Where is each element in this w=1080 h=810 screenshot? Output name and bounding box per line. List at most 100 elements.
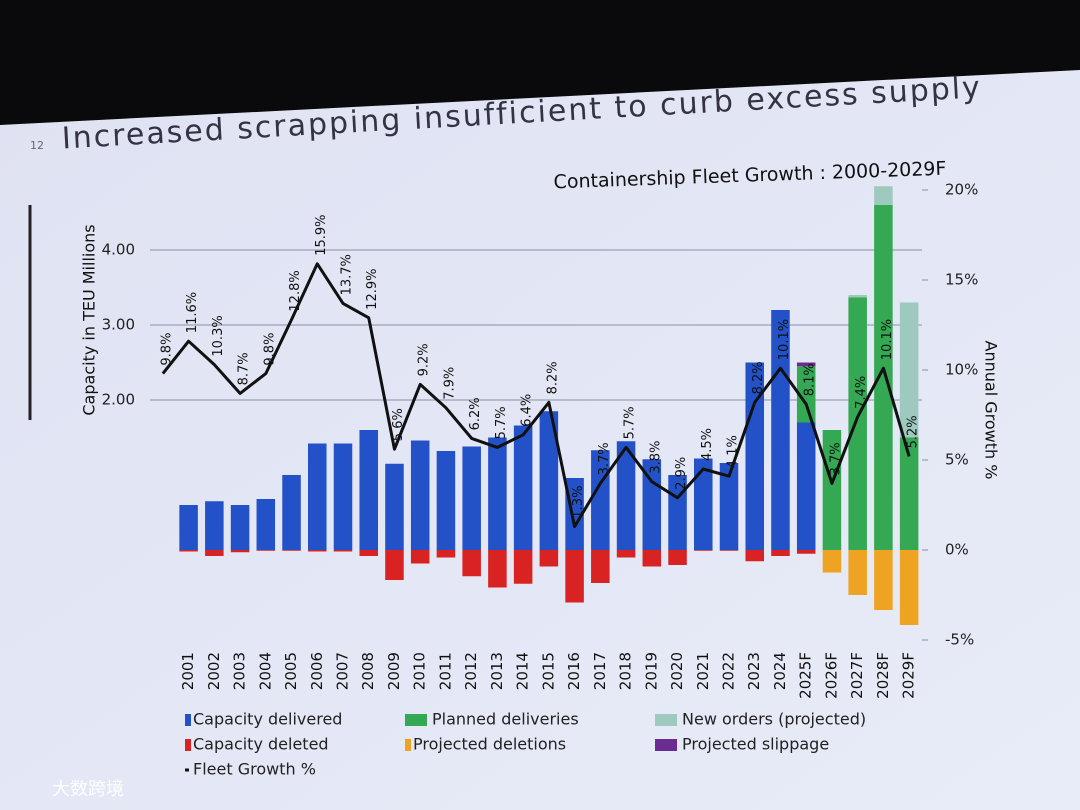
- data-label: 3.7%: [597, 442, 612, 475]
- slide-number: 12: [30, 139, 44, 152]
- x-tick-label: 2009: [385, 652, 403, 690]
- bar: [205, 550, 224, 556]
- bar: [513, 425, 533, 550]
- data-label: 6.4%: [520, 394, 535, 427]
- legend-label: Planned deliveries: [432, 710, 579, 729]
- y2-axis-label: Annual Growth %: [982, 341, 1001, 480]
- data-label: 4.1%: [726, 435, 741, 468]
- bar: [539, 550, 559, 567]
- bar: [462, 446, 481, 550]
- bar: [308, 550, 327, 552]
- data-label: 13.7%: [340, 254, 355, 295]
- y2-tick-label: 20%: [945, 181, 978, 199]
- bar: [488, 550, 507, 588]
- bar: [282, 550, 301, 551]
- legend-swatch: [405, 739, 411, 751]
- legend-label: Projected slippage: [682, 735, 829, 754]
- bar: [230, 550, 250, 553]
- bar: [230, 505, 250, 550]
- bar: [822, 430, 842, 550]
- bar: [745, 550, 764, 562]
- x-tick-label: 2011: [436, 652, 454, 690]
- bar: [308, 443, 327, 550]
- y-tick-label: 3.00: [102, 316, 135, 334]
- legend-label: New orders (projected): [682, 710, 866, 729]
- bar: [436, 451, 456, 550]
- data-label: 9.2%: [417, 343, 432, 376]
- data-label: 3.8%: [648, 441, 663, 474]
- data-label: 6.2%: [468, 397, 483, 430]
- legend-label: Projected deletions: [413, 735, 566, 754]
- x-tick-label: 2016: [565, 652, 583, 690]
- bar: [874, 186, 893, 205]
- bar: [796, 422, 816, 550]
- data-label: 12.9%: [365, 268, 380, 309]
- data-label: 8.2%: [545, 361, 560, 394]
- y-axis-label: Capacity in TEU Millions: [80, 224, 99, 415]
- bar: [488, 437, 507, 550]
- x-tick-label: 2021: [694, 652, 712, 690]
- y-tick-label: 2.00: [102, 391, 135, 409]
- x-tick-label: 2025F: [797, 652, 815, 699]
- bar: [385, 550, 404, 580]
- bar: [899, 437, 919, 550]
- data-label: 7.9%: [442, 367, 457, 400]
- data-label: 1.3%: [571, 486, 586, 519]
- bar: [771, 550, 790, 556]
- bar: [462, 550, 481, 577]
- legend-swatch: [405, 714, 427, 726]
- y2-tick-label: 15%: [945, 271, 978, 289]
- bar: [719, 550, 739, 551]
- data-label: 9.8%: [262, 333, 277, 366]
- bar: [874, 205, 893, 550]
- bar: [719, 463, 739, 550]
- x-tick-label: 2004: [256, 652, 274, 690]
- y2-tick-label: 5%: [945, 451, 969, 469]
- bar: [796, 550, 816, 554]
- bar: [822, 550, 842, 573]
- bar: [436, 550, 456, 558]
- data-label: 3.7%: [828, 442, 843, 475]
- bar: [359, 550, 378, 556]
- legend-label: Capacity deleted: [193, 735, 329, 754]
- watermark: 大数跨境: [52, 779, 124, 800]
- bar: [642, 550, 662, 567]
- bar: [333, 443, 353, 550]
- x-tick-label: 2029F: [900, 652, 918, 699]
- bar: [333, 550, 353, 552]
- bar: [874, 550, 893, 610]
- data-label: 10.3%: [211, 315, 226, 356]
- legend-swatch: [185, 739, 191, 751]
- bar: [565, 550, 584, 603]
- bar: [256, 499, 276, 550]
- x-tick-label: 2022: [720, 652, 738, 690]
- bar: [668, 550, 687, 565]
- data-label: 5.7%: [494, 406, 509, 439]
- data-label: 12.8%: [288, 270, 303, 311]
- y2-tick-label: 10%: [945, 361, 978, 379]
- data-label: 9.8%: [159, 333, 174, 366]
- y2-tick-label: 0%: [945, 541, 969, 559]
- x-tick-label: 2015: [539, 652, 557, 690]
- x-tick-label: 2010: [411, 652, 429, 690]
- legend-swatch: [655, 739, 677, 751]
- data-label: 7.4%: [854, 376, 869, 409]
- x-tick-label: 2018: [617, 652, 635, 690]
- x-tick-label: 2003: [231, 652, 249, 690]
- x-tick-label: 2017: [591, 652, 609, 690]
- data-label: 4.5%: [700, 428, 715, 461]
- x-tick-label: 2027F: [848, 652, 866, 699]
- y-tick-label: 4.00: [102, 241, 135, 259]
- bar: [642, 459, 662, 550]
- bar: [410, 550, 430, 564]
- bar: [179, 505, 198, 550]
- y2-tick-label: -5%: [945, 631, 974, 649]
- x-tick-label: 2023: [745, 652, 763, 690]
- bar: [539, 411, 559, 550]
- bar: [385, 463, 404, 550]
- x-tick-label: 2024: [771, 652, 789, 690]
- bar: [616, 550, 636, 558]
- data-label: 5.6%: [391, 408, 406, 441]
- data-label: 5.2%: [906, 415, 921, 448]
